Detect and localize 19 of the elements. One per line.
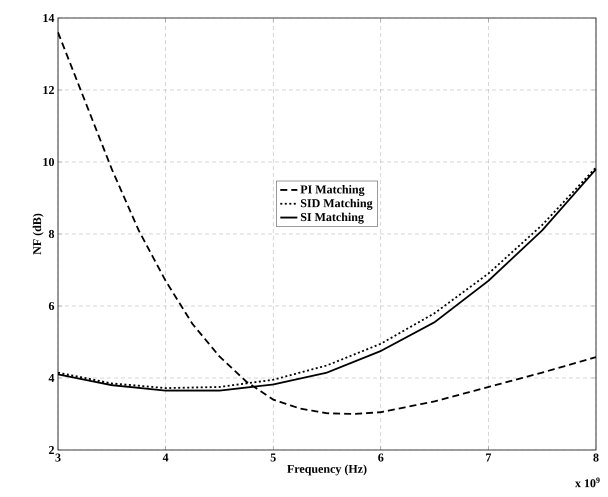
text: x 10$^{9}$ (575, 478, 600, 488)
x-tick-label: 4 (162, 454, 168, 462)
y-tick-label: 6 (48, 302, 54, 310)
x-tick-label: 8 (593, 454, 599, 462)
x-axis-title: Frequency (Hz) (287, 464, 367, 476)
x-tick-label: 7 (486, 454, 492, 462)
legend-label: SID Matching (300, 198, 372, 210)
y-tick-label: 12 (43, 86, 54, 94)
y-tick-label: 10 (43, 158, 54, 166)
y-tick-label: 14 (43, 14, 54, 22)
x-tick-label: 6 (378, 454, 384, 462)
y-tick-label: 8 (48, 230, 54, 238)
legend-label: PI Matching (300, 185, 364, 196)
x-tick-label: 5 (270, 454, 276, 462)
y-axis-title: NF (dB) (32, 214, 44, 255)
y-tick-label: 2 (48, 446, 54, 454)
y-tick-label: 4 (48, 374, 54, 382)
legend-label: SI Matching (300, 212, 364, 224)
x-tick-label: 3 (55, 454, 61, 462)
